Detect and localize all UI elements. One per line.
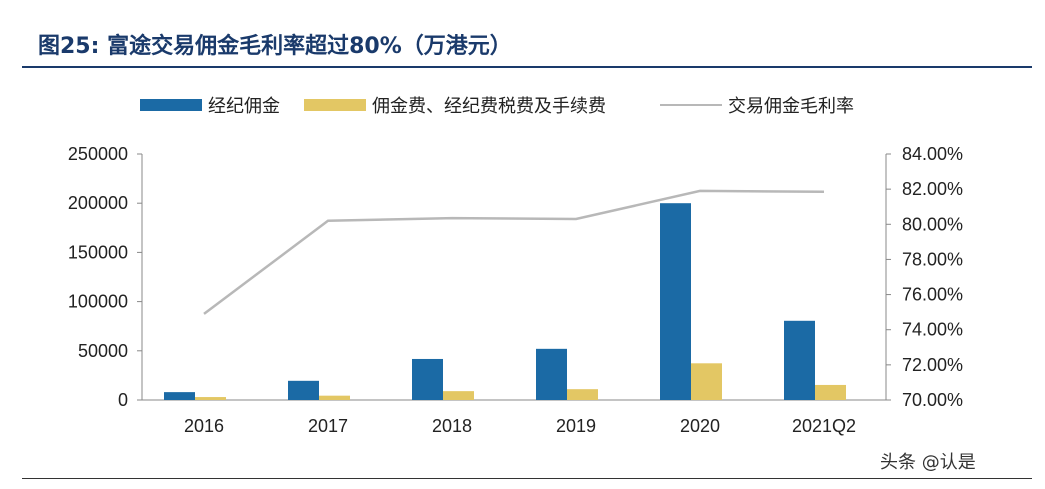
right-tick-label: 82.00% [902, 179, 963, 199]
bar-brokerage [536, 348, 567, 400]
bar-brokerage [164, 392, 195, 400]
legend: 经纪佣金 佣金费、经纪费税费及手续费 交易佣金毛利率 [140, 92, 854, 118]
left-tick-label: 50000 [78, 341, 128, 361]
bar-fees [567, 389, 598, 400]
right-tick-label: 74.00% [902, 320, 963, 340]
bar-brokerage [412, 358, 443, 400]
left-tick-label: 200000 [68, 193, 128, 213]
legend-swatch [140, 99, 202, 111]
right-tick-label: 76.00% [902, 285, 963, 305]
left-tick-label: 0 [118, 390, 128, 410]
bar-fees [319, 395, 350, 400]
bar-fees [691, 363, 722, 400]
legend-item-margin: 交易佣金毛利率 [660, 92, 854, 118]
bar-fees [443, 391, 474, 400]
x-tick-label: 2019 [556, 416, 596, 436]
right-tick-label: 72.00% [902, 355, 963, 375]
bar-brokerage [784, 320, 815, 400]
figure-title: 图25: 富途交易佣金毛利率超过80%（万港元） [38, 34, 512, 59]
watermark: 头条 @认是 [880, 452, 976, 473]
legend-swatch [304, 99, 366, 111]
bottom-rule [22, 478, 1032, 479]
right-tick-label: 80.00% [902, 214, 963, 234]
left-tick-label: 100000 [68, 292, 128, 312]
x-tick-label: 2020 [680, 416, 720, 436]
legend-item-brokerage: 经纪佣金 [140, 92, 280, 118]
left-tick-label: 150000 [68, 242, 128, 262]
title-rule [22, 66, 1032, 68]
line-margin [203, 189, 825, 315]
right-tick-label: 78.00% [902, 249, 963, 269]
bar-fees [195, 397, 226, 400]
legend-label: 佣金费、经纪费税费及手续费 [372, 96, 606, 117]
bar-fees [815, 384, 846, 400]
bar-brokerage [288, 380, 319, 400]
left-tick-label: 250000 [68, 144, 128, 164]
x-tick-label: 2018 [432, 416, 472, 436]
legend-label: 经纪佣金 [208, 96, 280, 117]
legend-swatch [660, 104, 722, 106]
right-tick-label: 84.00% [902, 144, 963, 164]
legend-label: 交易佣金毛利率 [728, 96, 854, 117]
x-tick-label: 2016 [184, 416, 224, 436]
legend-item-fees: 佣金费、经纪费税费及手续费 [304, 92, 606, 118]
x-tick-label: 2021Q2 [792, 416, 856, 436]
bar-brokerage [660, 203, 691, 400]
x-tick-label: 2017 [308, 416, 348, 436]
right-tick-label: 70.00% [902, 390, 963, 410]
